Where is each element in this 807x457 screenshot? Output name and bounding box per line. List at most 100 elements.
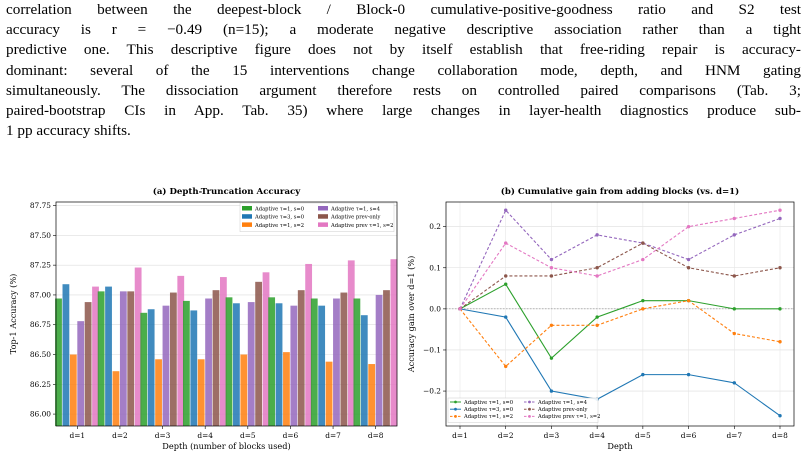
legend-label: Adaptive τ=1, s=4 — [537, 400, 588, 406]
paragraph-line: simultaneously. The dissociation argumen… — [6, 81, 801, 99]
paragraph-line: correlation between the deepest-block / … — [6, 1, 801, 18]
bar — [190, 310, 198, 426]
series-line — [459, 308, 781, 417]
x-tick-label: d=8 — [368, 431, 384, 440]
bar — [77, 321, 85, 426]
y-tick-label: −0.1 — [423, 345, 441, 354]
data-point — [595, 274, 599, 278]
bar — [247, 302, 255, 426]
bar — [162, 305, 170, 426]
x-tick-label: d=1 — [69, 431, 85, 440]
x-tick-label: d=6 — [681, 431, 697, 440]
y-tick-label: 86.50 — [30, 350, 51, 359]
data-point — [458, 307, 462, 311]
data-point — [595, 315, 599, 319]
data-point — [732, 274, 736, 278]
bar — [283, 352, 290, 426]
legend-label: Adaptive τ=1, s=2 — [463, 414, 513, 420]
y-axis-label: Top-1 Accuracy (%) — [8, 274, 18, 355]
plot-frame — [445, 201, 795, 427]
bar — [62, 284, 70, 426]
bar — [333, 298, 340, 426]
y-tick-label: 87.25 — [30, 261, 51, 270]
paragraph-line: accuracy is r = −0.49 (n=15); a moderate… — [6, 21, 801, 39]
body-paragraph: correlation between the deepest-block / … — [6, 0, 801, 141]
data-point — [732, 216, 736, 221]
x-tick-label: d=7 — [325, 431, 341, 440]
bar — [105, 286, 112, 426]
data-point — [778, 414, 782, 418]
bar — [325, 361, 333, 426]
legend-label: Adaptive τ=1, s=0 — [254, 207, 304, 213]
legend-label: Adaptive τ=1, s=4 — [330, 207, 381, 213]
bar — [134, 267, 142, 426]
legend-swatch — [242, 222, 252, 227]
data-point — [549, 356, 554, 360]
bar — [155, 359, 162, 426]
data-point — [641, 241, 645, 245]
y-tick-label: 87.50 — [30, 231, 51, 240]
depth-truncation-bar-chart: (a) Depth-Truncation Accuracy 86.00 86.25 8… — [8, 186, 398, 451]
legend-marker — [454, 400, 457, 404]
bar — [55, 298, 62, 426]
chart-title: (a) Depth-Truncation Accuracy — [153, 186, 301, 197]
legend-box — [447, 397, 599, 423]
bar — [147, 309, 155, 426]
legend-swatch — [242, 206, 252, 211]
bar — [177, 275, 185, 426]
x-tick-label: d=3 — [544, 431, 560, 440]
data-point — [504, 282, 508, 286]
data-point — [686, 266, 691, 270]
bar — [240, 354, 248, 426]
bar — [390, 259, 398, 426]
bar — [318, 305, 326, 426]
legend-swatch — [242, 214, 252, 219]
bar — [268, 297, 276, 426]
y-tick-label: 0.2 — [429, 222, 441, 231]
series-line — [459, 209, 781, 310]
bar — [383, 290, 390, 426]
bar — [69, 354, 77, 426]
data-point — [641, 372, 645, 377]
plot-frame — [55, 201, 398, 427]
paragraph-line: dominant: several of the 15 intervention… — [6, 61, 801, 79]
x-tick-label: d=6 — [283, 431, 299, 440]
series-line — [459, 300, 781, 368]
legend-label: Adaptive τ=3, s=0 — [254, 215, 304, 221]
data-point — [595, 323, 599, 328]
data-point — [641, 298, 645, 303]
bar — [169, 292, 177, 426]
bar — [182, 300, 190, 426]
data-point — [504, 241, 508, 245]
legend-marker — [528, 415, 531, 418]
data-point — [732, 233, 736, 237]
bar — [112, 371, 120, 426]
data-point — [732, 307, 736, 311]
data-point — [732, 381, 736, 385]
bar — [353, 298, 361, 426]
x-tick-label: d=4 — [197, 431, 213, 440]
legend-label: Adaptive prev τ=1, s=2 — [537, 414, 600, 420]
paragraph-line: 1 pp accuracy shifts. — [6, 122, 131, 140]
y-tick-label: 86.00 — [30, 410, 51, 419]
data-point — [778, 216, 782, 221]
legend-swatch — [318, 222, 328, 227]
bar — [233, 303, 240, 426]
bar — [310, 298, 318, 426]
x-tick-label: d=7 — [726, 431, 742, 440]
bar — [262, 272, 270, 426]
series-line — [459, 283, 780, 360]
data-point — [549, 389, 554, 393]
bar — [92, 286, 99, 426]
bar — [225, 297, 233, 426]
legend-label: Adaptive τ=1, s=0 — [463, 400, 513, 406]
x-axis-label: Depth — [607, 441, 633, 451]
cumulative-gain-line-chart: (b) Cumulative gain from adding blocks (… — [406, 186, 795, 451]
y-axis-label: Accuracy gain over d=1 (%) — [406, 256, 416, 374]
legend-label: Adaptive prev-only — [537, 407, 588, 413]
data-point — [595, 233, 599, 237]
x-tick-label: d=5 — [635, 431, 651, 440]
x-tick-label: d=5 — [240, 431, 256, 440]
bar — [340, 292, 348, 426]
y-tick-label: 87.00 — [30, 290, 51, 299]
